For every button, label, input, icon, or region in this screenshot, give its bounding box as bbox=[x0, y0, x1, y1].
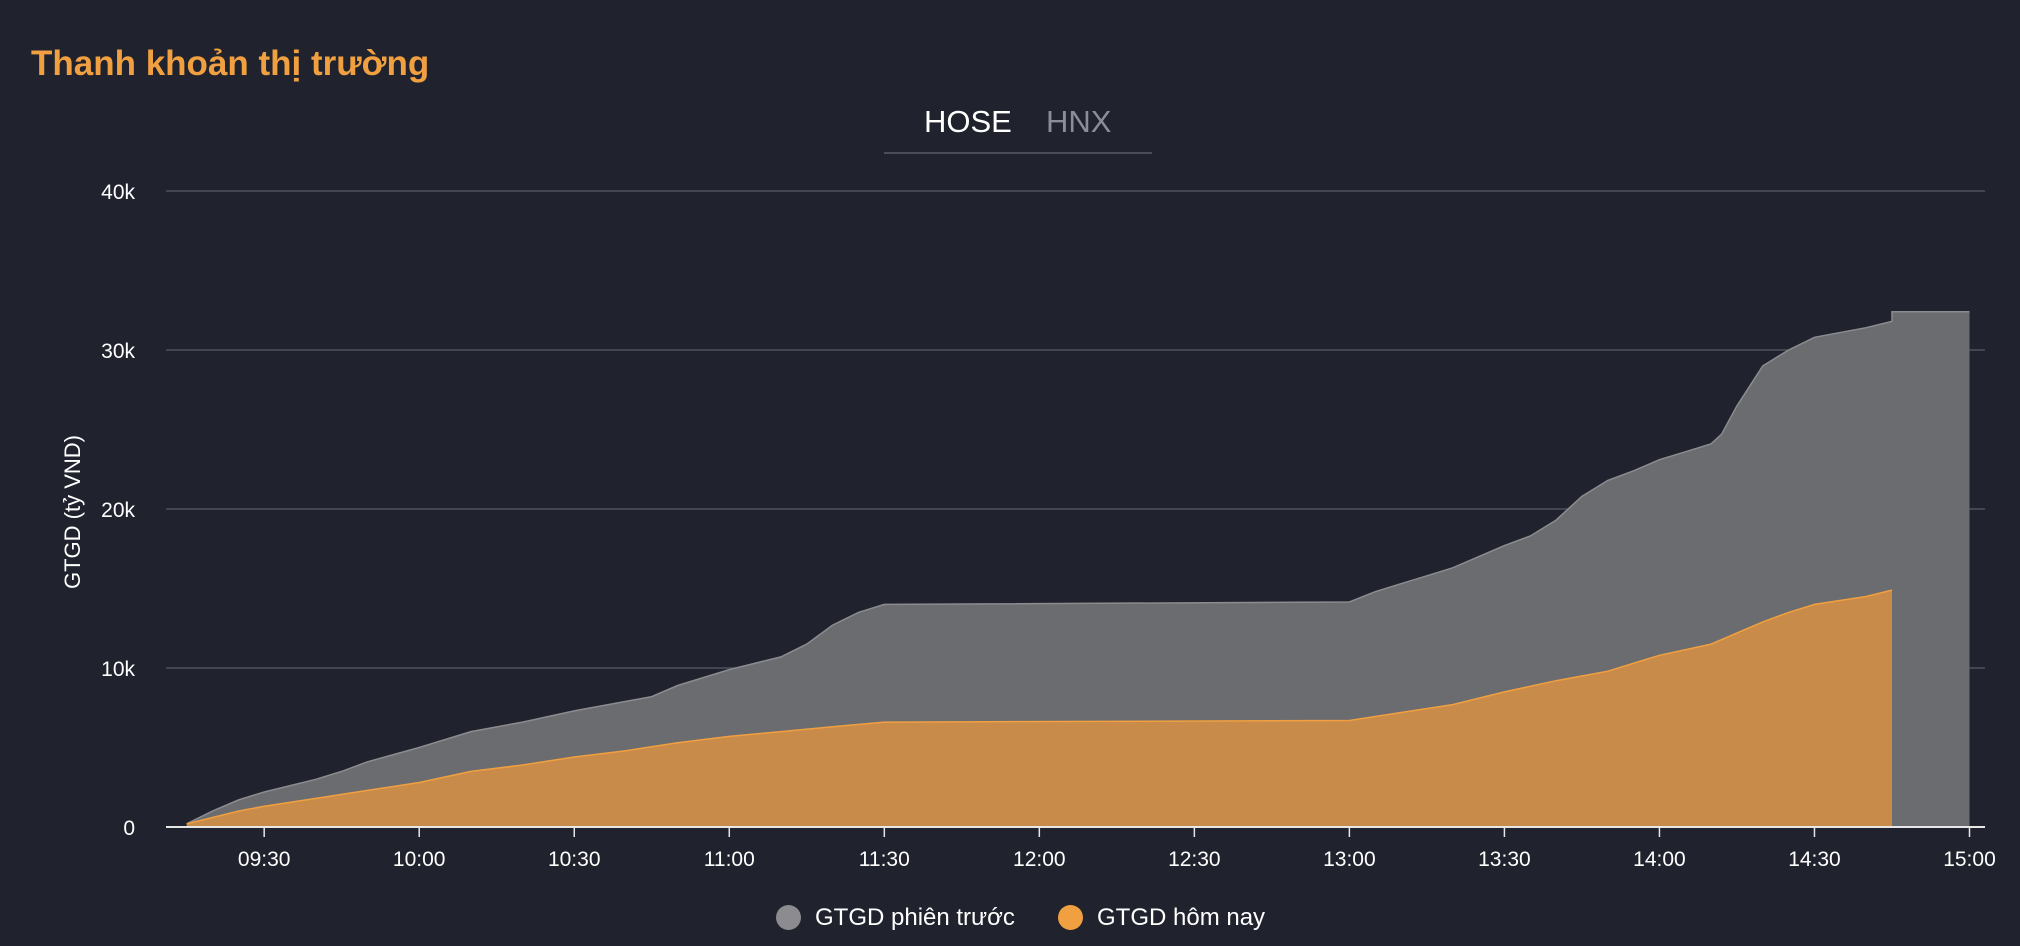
x-tick-label: 15:00 bbox=[1943, 848, 1996, 871]
y-tick-label: 40k bbox=[101, 181, 135, 204]
x-tick-label: 14:00 bbox=[1633, 848, 1686, 871]
x-tick-label: 10:00 bbox=[393, 848, 446, 871]
y-tick-label: 10k bbox=[101, 658, 135, 681]
x-tick-label: 11:00 bbox=[704, 848, 755, 871]
x-tick-label: 14:30 bbox=[1788, 848, 1841, 871]
legend-label-previous: GTGD phiên trước bbox=[815, 904, 1015, 931]
area-today-line bbox=[186, 589, 1893, 825]
y-tick-label: 0 bbox=[123, 817, 135, 840]
page-title: Thanh khoản thị trường bbox=[31, 44, 430, 83]
area-today bbox=[186, 590, 1893, 827]
x-tick-label: 13:00 bbox=[1323, 848, 1376, 871]
y-tick-label: 20k bbox=[101, 499, 135, 522]
x-tick-label: 13:30 bbox=[1478, 848, 1531, 871]
area-previous-session-line bbox=[186, 311, 1970, 825]
chart-axes: 0 10k 20k 30k 40k 09:30 10:00 10:30 11:00 11:30 12… bbox=[101, 181, 1996, 871]
x-tick-label: 12:30 bbox=[1168, 848, 1221, 871]
y-tick-label: 30k bbox=[101, 340, 135, 363]
legend-dot-today bbox=[1058, 905, 1083, 930]
x-tick-label: 10:30 bbox=[548, 848, 601, 871]
x-tick-label: 09:30 bbox=[238, 848, 291, 871]
tab-hose[interactable]: HOSE bbox=[924, 104, 1012, 139]
x-tick-label: 11:30 bbox=[859, 848, 910, 871]
y-axis-label: GTGD (tỷ VND) bbox=[60, 435, 85, 589]
x-tick-label: 12:00 bbox=[1013, 848, 1066, 871]
chart-areas bbox=[186, 311, 1970, 827]
liquidity-chart: 0 10k 20k 30k 40k 09:30 10:00 10:30 11:00 11:30 12… bbox=[60, 181, 1996, 871]
chart-legend: GTGD phiên trước GTGD hôm nay bbox=[0, 903, 2020, 933]
tab-hnx[interactable]: HNX bbox=[1046, 104, 1112, 139]
exchange-tabs: HOSE HNX bbox=[884, 104, 1152, 154]
legend-dot-previous bbox=[776, 905, 801, 930]
legend-label-today: GTGD hôm nay bbox=[1097, 904, 1266, 931]
